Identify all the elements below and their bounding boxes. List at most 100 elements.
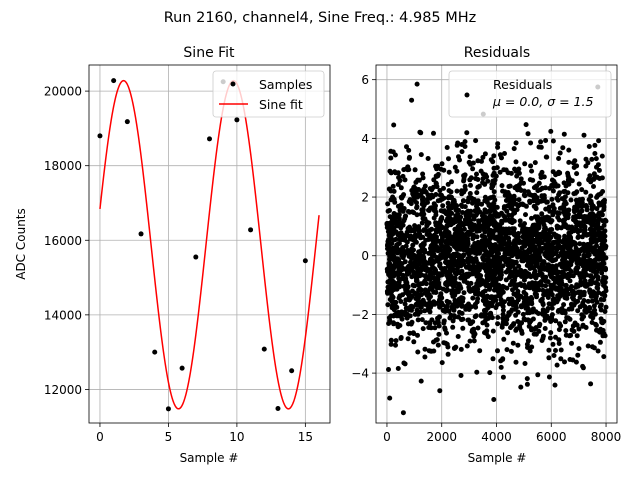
residual-point: [472, 314, 478, 320]
residual-point: [388, 226, 394, 232]
residual-point: [565, 190, 571, 196]
residual-point: [440, 203, 446, 209]
residual-point: [412, 167, 418, 173]
residual-point: [513, 285, 519, 291]
residual-point: [562, 292, 568, 298]
residual-point: [576, 252, 582, 258]
residual-point: [550, 188, 556, 194]
residual-point: [578, 221, 584, 227]
residual-point: [467, 154, 473, 160]
residual-point: [585, 160, 591, 166]
residual-point: [446, 230, 452, 236]
residual-point: [533, 224, 539, 230]
residual-outlier-point: [491, 397, 497, 402]
residual-point: [574, 189, 580, 195]
residual-point: [591, 176, 597, 182]
residual-point: [589, 235, 595, 241]
residual-point: [390, 231, 396, 237]
residual-outlier-point: [409, 97, 415, 103]
residual-point: [601, 207, 607, 213]
residual-point: [593, 280, 599, 286]
residual-point: [439, 360, 445, 366]
residual-point: [470, 295, 476, 301]
residual-point: [500, 299, 506, 305]
residual-point: [523, 291, 529, 297]
residual-point: [433, 209, 439, 215]
residual-point: [396, 212, 402, 218]
residual-point: [388, 337, 394, 343]
residual-point: [566, 147, 572, 153]
residual-point: [555, 214, 561, 220]
residual-point: [552, 382, 558, 388]
residual-point: [523, 122, 529, 128]
residual-point: [537, 231, 543, 237]
residual-point: [601, 354, 607, 360]
residual-point: [553, 234, 559, 240]
residual-point: [415, 317, 421, 323]
residual-point: [555, 309, 561, 314]
sine-fit-xtick-label: 5: [165, 430, 173, 444]
sine-fit-ticks: 0 5 10 15 12000 14000 16000 18000 20000: [44, 85, 313, 444]
residual-point: [562, 319, 568, 325]
residual-point: [577, 272, 583, 278]
residual-point: [470, 160, 476, 166]
residual-point: [523, 212, 528, 218]
sine-fit-line: [99, 79, 320, 410]
residual-point: [558, 347, 564, 353]
residual-point: [455, 140, 461, 146]
residual-point: [423, 320, 429, 326]
residual-point: [460, 325, 466, 331]
residual-point: [598, 326, 604, 332]
residual-point: [574, 282, 580, 288]
residual-point: [484, 282, 490, 288]
residual-point: [419, 220, 425, 226]
residual-point: [545, 279, 551, 285]
residual-point: [502, 151, 507, 156]
residual-point: [401, 311, 407, 317]
residual-point: [479, 262, 485, 268]
residual-point: [397, 323, 403, 328]
residual-point: [411, 185, 417, 191]
residual-point: [437, 220, 442, 226]
residual-point: [469, 329, 475, 335]
residual-point: [587, 173, 593, 179]
residual-point: [485, 178, 491, 184]
residual-point: [541, 174, 547, 180]
residual-point: [456, 281, 462, 287]
residual-point: [456, 314, 461, 320]
residual-point: [577, 294, 583, 300]
residuals-legend: Residuals μ = 0.0, σ = 1.5: [448, 70, 612, 118]
residual-point: [453, 344, 459, 350]
residual-point: [491, 153, 497, 159]
residual-point: [443, 270, 449, 275]
residual-point: [550, 341, 556, 347]
residual-point: [516, 170, 522, 176]
residual-point: [583, 246, 589, 252]
residual-point: [506, 296, 511, 302]
residual-point: [426, 207, 431, 213]
residual-point: [594, 206, 600, 212]
residual-point: [536, 328, 542, 334]
residual-point: [576, 181, 582, 187]
residual-point: [518, 281, 523, 287]
residual-point: [402, 259, 408, 265]
residual-outlier-point: [414, 81, 420, 87]
residual-point: [600, 189, 606, 194]
residual-point: [405, 268, 411, 273]
residual-point: [417, 287, 423, 293]
residual-point: [515, 342, 521, 348]
residual-point: [531, 286, 537, 292]
residual-point: [395, 182, 401, 187]
residual-point: [432, 320, 438, 326]
residual-point: [509, 259, 515, 265]
residual-point: [441, 320, 447, 326]
residual-point: [482, 229, 488, 235]
residual-point: [479, 281, 484, 287]
residual-point: [557, 205, 563, 211]
residual-point: [458, 346, 464, 352]
residual-point: [431, 184, 436, 190]
residual-point: [590, 315, 596, 321]
residual-point: [425, 301, 431, 307]
residual-point: [578, 260, 583, 266]
residual-point: [388, 273, 394, 278]
